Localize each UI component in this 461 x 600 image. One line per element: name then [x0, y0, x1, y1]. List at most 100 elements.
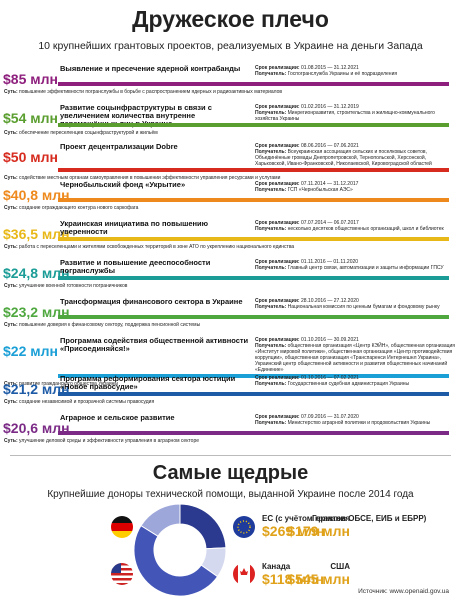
recipient-line: Получатель: Госпогранслужба Украины и её… [255, 71, 455, 77]
project-bar [58, 167, 449, 172]
project-amount: $85 млн [3, 71, 58, 87]
recipient-label: Получатель: [255, 265, 287, 271]
project-title: Трансформация финансового сектора в Укра… [60, 296, 243, 306]
period: 01.11.2016 — 01.11.2020 [300, 259, 359, 265]
project-essence: Суть: улучшение военной готовности погра… [4, 283, 444, 289]
period: 01.10.2016 — 07.02.2021 [300, 375, 359, 382]
recipient-line: Получатель: ГСП «Чернобыльская АЭС» [255, 187, 455, 193]
flag-usa [111, 563, 133, 585]
essence: работа с переселенцами и жителями освобо… [19, 244, 295, 251]
project-essence: Суть: развитие гражданского общества Укр… [4, 381, 444, 387]
project-row: $50 млн Проект децентрализации Dobre Срок … [0, 141, 461, 181]
recipient: ГСП «Чернобыльская АЭС» [287, 187, 353, 194]
donor-amount: $269 млн [262, 523, 325, 539]
period-label: Срок реализации: [255, 414, 300, 421]
project-row: $22 млн Программа содействия общественной… [0, 335, 461, 387]
recipient-label: Получатель: [255, 187, 287, 194]
period: 01.08.2015 — 31.12.2021 [300, 65, 359, 71]
essence-label: Суть: [4, 399, 18, 406]
recipient: Минрегионразвития, строительства и жилищ… [255, 109, 435, 122]
period-label: Срок реализации: [255, 142, 300, 149]
project-essence: Суть: обеспечение переселенцев соцынфрас… [4, 130, 444, 136]
recipient: Национальная комиссия по ценным бумагам … [287, 303, 440, 310]
project-row: $36,5 млн Украинская инициатива по повыше… [0, 219, 461, 257]
recipient-label: Получатель: [255, 342, 287, 349]
period-line: Срок реализации: 01.10.2016 — 30.09.2021 [255, 337, 455, 343]
page-title: Дружеское плечо [132, 6, 329, 32]
project-amount: $23,2 млн [3, 303, 70, 320]
donor: Германия $179 млн [250, 514, 350, 539]
project-meta: Срок реализации: 01.02.2016 — 31.12.2019… [255, 104, 455, 122]
project-title: Развитие и повышение дееспособности погр… [60, 258, 211, 275]
period-line: Срок реализации: 07.07.2014 — 06.07.2017 [255, 220, 455, 226]
project-amount: $21,2 млн [3, 381, 70, 398]
recipient-line: Получатель: Минрегионразвития, строитель… [255, 110, 455, 122]
donor-name: ЕС (с учётом грантов ОБСЕ, ЕИБ и ЕБРР) [262, 514, 427, 523]
essence-label: Суть: [4, 321, 18, 328]
essence: создание ограждающего контура нового сар… [19, 205, 139, 212]
project-title: Чернобыльский фонд «Укрытие» [60, 180, 186, 190]
essence-label: Суть: [4, 438, 18, 445]
donor: ЕС (с учётом грантов ОБСЕ, ЕИБ и ЕБРР) $2… [262, 514, 452, 539]
project-title: Программа содействия общественной активн… [60, 335, 249, 353]
period-label: Срок реализации: [255, 259, 300, 265]
essence: содействие местным органам самоуправлени… [19, 174, 281, 181]
project-title: Проект децентрализации Dobre [60, 141, 178, 151]
project-meta: Срок реализации: 01.10.2016 — 07.02.2021… [255, 375, 455, 387]
recipient-line: Получатель: Всеукраинская ассоциация сел… [255, 149, 455, 167]
project-amount: $36,5 млн [3, 226, 70, 243]
project-essence: Суть: содействие местным органам самоупр… [4, 175, 444, 181]
flag-eu [233, 516, 255, 538]
period: 07.11.2014 — 31.12.2017 [300, 181, 359, 188]
recipient-label: Получатель: [255, 381, 287, 388]
donor: Канада $118 млн [262, 562, 412, 587]
recipient-line: Получатель: Министерство аграрной полити… [255, 420, 455, 426]
flag-germany [111, 516, 133, 538]
period: 28.10.2016 — 27.12.2020 [300, 297, 359, 304]
project-essence: Суть: повышение доверия к финансовому се… [4, 322, 444, 328]
project-essence: Суть: улучшение деловой среды и эффектив… [4, 438, 444, 444]
source: Источник: www.openaid.gov.ua [358, 588, 449, 595]
recipient: Всеукраинская ассоциация сельских и посе… [255, 148, 432, 167]
donor: США $545 млн [250, 562, 350, 587]
period-line: Срок реализации: 28.10.2016 — 27.12.2020 [255, 298, 455, 304]
recipient-label: Получатель: [255, 109, 287, 116]
donut-chart [111, 503, 255, 597]
essence: создание независимой и прозрачной систем… [19, 399, 155, 406]
period-line: Срок реализации: 01.11.2016 — 01.11.2020 [255, 259, 455, 265]
donor-amount: $118 млн [262, 571, 324, 587]
recipient: Госпогранслужба Украины и её подразделен… [287, 71, 398, 77]
essence-label: Суть: [4, 283, 18, 289]
divider [10, 455, 451, 456]
recipient: общественная организация «Центр КЭЙН», о… [255, 342, 455, 373]
essence: улучшение деловой среды и эффективности … [19, 438, 200, 445]
project-amount: $40,8 млн [3, 187, 70, 204]
project-title: Украинская инициатива по повышению увере… [60, 219, 209, 237]
essence-label: Суть: [4, 244, 18, 251]
recipient-label: Получатель: [255, 226, 287, 233]
recipient-line: Получатель: Государственная судебная адм… [255, 381, 455, 387]
recipient-label: Получатель: [255, 71, 287, 77]
project-amount: $22 млн [3, 342, 58, 359]
project-amount: $50 млн [3, 148, 58, 165]
project-essence: Суть: повышение эффективности погранслуж… [4, 89, 444, 95]
project-meta: Срок реализации: 01.08.2015 — 31.12.2021… [255, 65, 455, 77]
project-meta: Срок реализации: 07.07.2014 — 06.07.2017… [255, 220, 455, 232]
period-line: Срок реализации: 01.10.2016 — 07.02.2021 [255, 375, 455, 381]
donor-amount: $179 млн [287, 523, 350, 539]
essence: повышение доверия к финансовому сектору,… [19, 321, 201, 328]
donut-segment [140, 503, 181, 537]
recipient: Министерство аграрной политики и продово… [287, 420, 431, 427]
project-bar [58, 82, 449, 86]
project-meta: Срок реализации: 07.09.2016 — 31.07.2020… [255, 414, 455, 426]
donors-subtitle: Крупнейшие доноры технической помощи, вы… [47, 489, 414, 500]
project-meta: Срок реализации: 28.10.2016 — 27.12.2020… [255, 298, 455, 310]
period: 08.06.2016 — 07.06.2021 [300, 142, 359, 149]
recipient-line: Получатель: несколько десятков обществен… [255, 226, 455, 232]
donor-name: Германия [311, 514, 350, 523]
essence-label: Суть: [4, 129, 18, 136]
period-line: Срок реализации: 07.09.2016 — 31.07.2020 [255, 414, 455, 420]
period-line: Срок реализации: 01.02.2016 — 31.12.2019 [255, 104, 455, 110]
project-row: $40,8 млн Чернобыльский фонд «Укрытие» Сро… [0, 180, 461, 218]
